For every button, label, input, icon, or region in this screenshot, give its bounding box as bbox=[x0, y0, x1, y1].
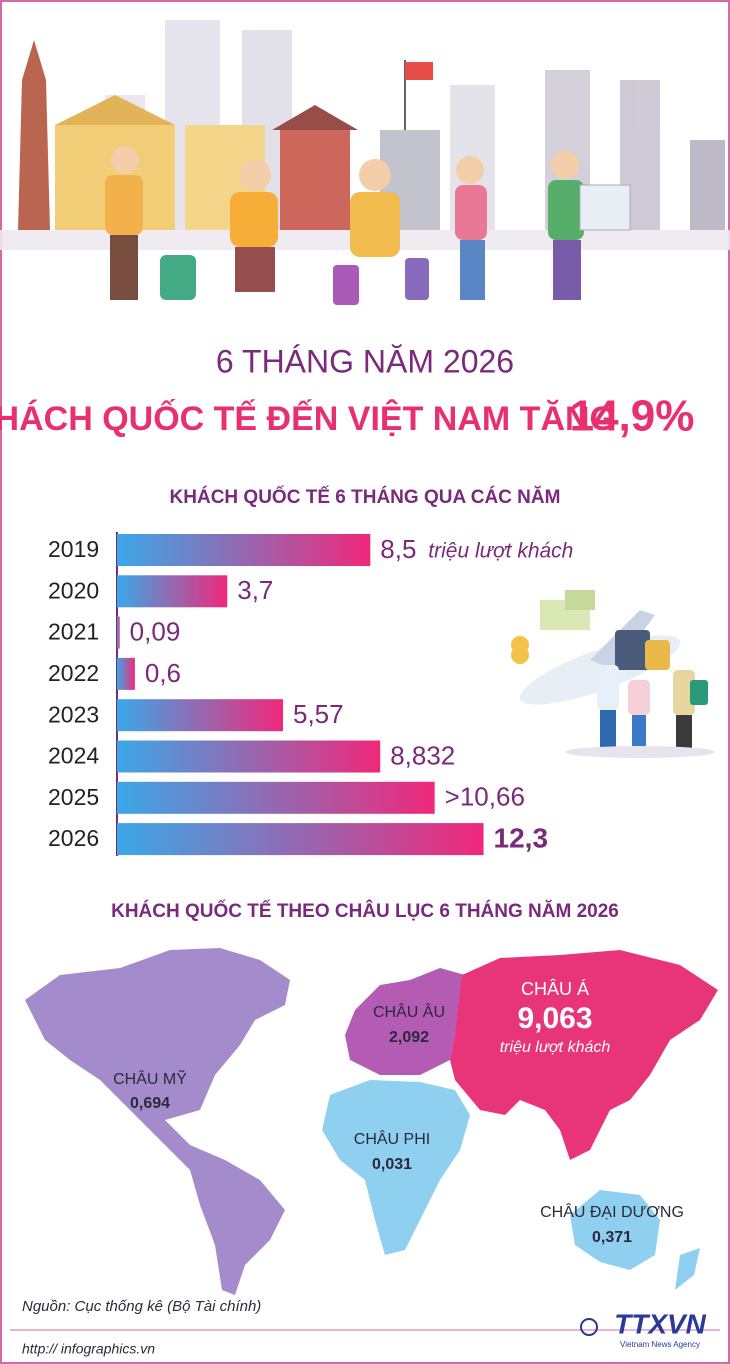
map-title: KHÁCH QUỐC TẾ THEO CHÂU LỤC 6 THÁNG NĂM … bbox=[111, 900, 619, 922]
source: Nguồn: Cục thống kê (Bộ Tài chính) bbox=[22, 1298, 261, 1315]
year-label: 2026 bbox=[48, 825, 99, 851]
world-map bbox=[25, 948, 718, 1295]
region-value: 0,694 bbox=[130, 1095, 170, 1112]
value-label: 5,57 bbox=[293, 699, 344, 729]
map-labels: CHÂU Á 9,063 triệu lượt khách CHÂU ÂU 2,… bbox=[113, 979, 684, 1246]
value-label: 3,7 bbox=[237, 575, 273, 605]
year-label: 2023 bbox=[48, 701, 99, 727]
value-label: 8,832 bbox=[390, 740, 455, 770]
bar bbox=[117, 823, 484, 856]
website: http:// infographics.vn bbox=[22, 1341, 155, 1357]
region-value: 9,063 bbox=[517, 1002, 592, 1035]
bar bbox=[117, 781, 435, 814]
headline-percent: 14,9% bbox=[570, 392, 695, 441]
region-value: 0,031 bbox=[372, 1156, 412, 1173]
value-label: 12,3 bbox=[494, 822, 549, 853]
bar bbox=[117, 575, 228, 608]
brand-sub: Vietnam News Agency bbox=[620, 1340, 700, 1349]
copyright-icon bbox=[580, 1318, 598, 1336]
bar bbox=[117, 740, 381, 773]
region-oceania bbox=[570, 1190, 660, 1270]
region-africa bbox=[322, 1080, 470, 1255]
bar-chart-title: KHÁCH QUỐC TẾ 6 THÁNG QUA CÁC NĂM bbox=[170, 486, 561, 508]
year-label: 2021 bbox=[48, 619, 99, 645]
brand: TTXVN bbox=[614, 1308, 707, 1339]
year-label: 2025 bbox=[48, 784, 99, 810]
region-oceania-islands bbox=[675, 1248, 700, 1290]
bar bbox=[117, 699, 283, 732]
bar bbox=[117, 657, 135, 690]
year-label: 2019 bbox=[48, 536, 99, 562]
year-label: 2024 bbox=[48, 743, 99, 769]
bar bbox=[117, 534, 371, 566]
year-label: 2022 bbox=[48, 660, 99, 686]
region-asia bbox=[450, 950, 718, 1160]
value-label: 8,5 bbox=[380, 534, 416, 564]
value-label: 0,6 bbox=[145, 658, 181, 688]
subtitle: 6 THÁNG NĂM 2026 bbox=[216, 343, 514, 379]
region-value: 0,371 bbox=[592, 1229, 632, 1246]
region-label: CHÂU ÂU bbox=[373, 1002, 445, 1021]
region-value: 2,092 bbox=[389, 1029, 429, 1046]
region-label: CHÂU PHI bbox=[354, 1129, 430, 1148]
value-unit: triệu lượt khách bbox=[428, 540, 573, 563]
region-unit: triệu lượt khách bbox=[500, 1039, 611, 1056]
region-label: CHÂU MỸ bbox=[113, 1068, 187, 1088]
value-label: >10,66 bbox=[445, 782, 525, 812]
year-label: 2020 bbox=[48, 577, 99, 603]
region-americas bbox=[25, 948, 290, 1295]
region-label: CHÂU Á bbox=[521, 979, 589, 999]
skyline-illustration bbox=[0, 20, 730, 305]
plane-illustration bbox=[511, 590, 715, 758]
value-label: 0,09 bbox=[130, 616, 181, 646]
bar bbox=[117, 616, 120, 649]
headline: KHÁCH QUỐC TẾ ĐẾN VIỆT NAM TĂNG bbox=[0, 399, 616, 438]
region-label: CHÂU ĐẠI DƯƠNG bbox=[540, 1202, 684, 1221]
region-europe bbox=[345, 968, 465, 1075]
bar-chart: 2019 8,5 triệu lượt khách 2020 3,7 2021 0,09 20… bbox=[48, 534, 573, 856]
